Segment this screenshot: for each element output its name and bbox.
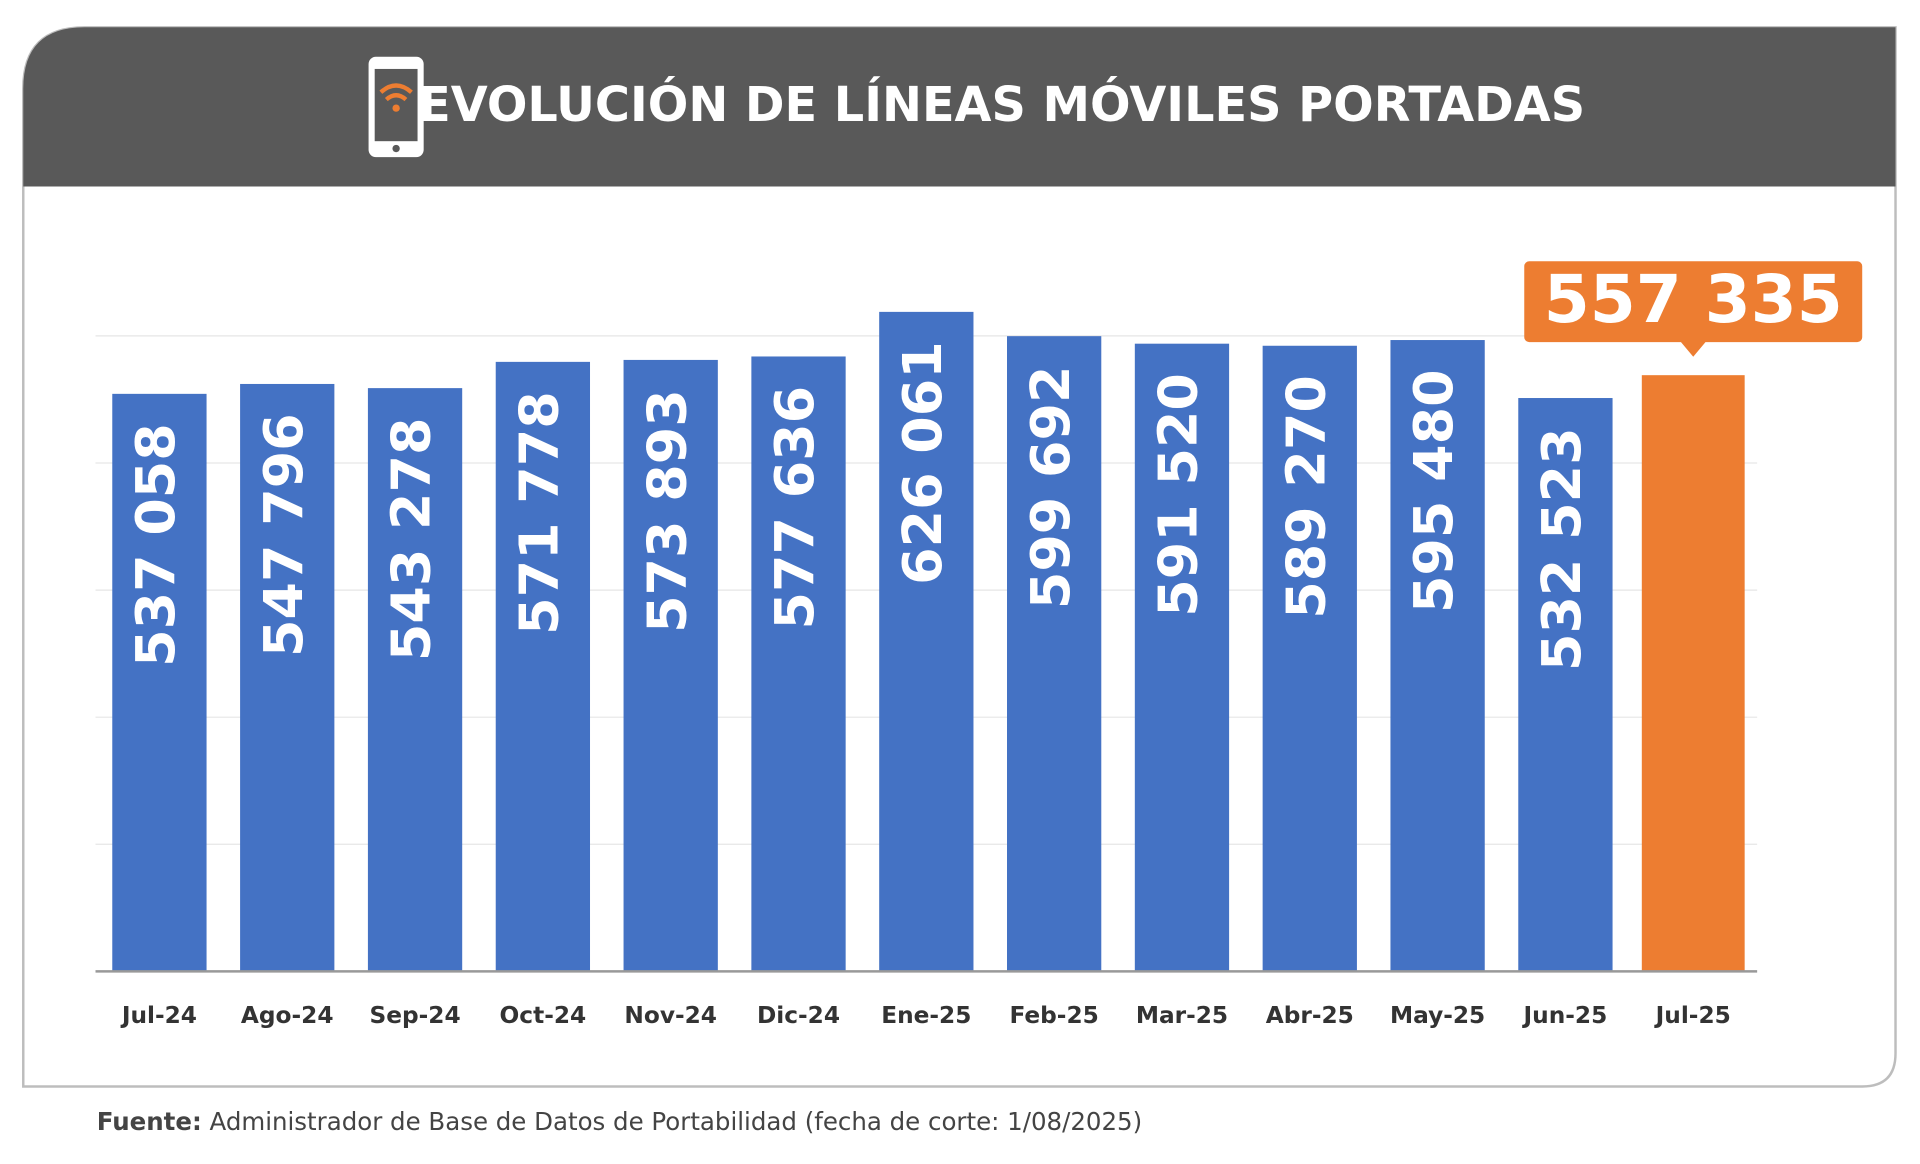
- x-tick-label: Ago-24: [241, 1002, 334, 1029]
- bar: [495, 361, 591, 972]
- bar: [240, 383, 335, 972]
- bar: [751, 356, 846, 972]
- bar: [112, 393, 207, 972]
- header: [23, 27, 1896, 187]
- x-tick-label: Nov-24: [624, 1002, 717, 1029]
- x-tick-label: Abr-25: [1266, 1002, 1354, 1029]
- x-tick-label: Jun-25: [1522, 1002, 1608, 1029]
- callout-box: [1524, 261, 1863, 357]
- bar: [367, 388, 463, 972]
- x-tick-label: Ene-25: [881, 1002, 971, 1029]
- value-label: 557 335: [1544, 261, 1843, 338]
- value-label: 537 058: [124, 423, 187, 667]
- bar: [1007, 336, 1102, 972]
- value-label: 589 270: [1274, 375, 1337, 619]
- x-tick-label: May-25: [1390, 1002, 1485, 1029]
- value-label: 591 520: [1147, 373, 1210, 617]
- x-tick-label: Mar-25: [1136, 1002, 1228, 1029]
- value-label: 626 061: [891, 341, 954, 585]
- bar: [1262, 345, 1357, 972]
- x-tick-label: Sep-24: [369, 1002, 460, 1029]
- value-label: 547 796: [252, 413, 315, 657]
- bar: [623, 359, 718, 972]
- value-label: 543 278: [380, 418, 443, 662]
- bar: [879, 311, 974, 972]
- value-label: 573 893: [635, 389, 698, 633]
- footnote-text: Administrador de Base de Datos de Portab…: [210, 1107, 1143, 1136]
- value-label: 599 692: [1019, 366, 1082, 610]
- plot: 537 058 Jul-24 547 796 Ago-24 543 278 Sep-24 5…: [95, 261, 1863, 1029]
- bar: [1134, 343, 1230, 972]
- bar: [1641, 375, 1745, 972]
- chart-title: EVOLUCIÓN DE LÍNEAS MÓVILES PORTADAS: [418, 76, 1585, 133]
- value-label: 571 778: [508, 391, 571, 635]
- callout: 557 335: [1524, 261, 1863, 357]
- phone-icon: [368, 56, 424, 158]
- value-label: 577 636: [763, 386, 826, 630]
- value-label: 595 480: [1402, 369, 1465, 613]
- footnote: Fuente: Administrador de Base de Datos d…: [97, 1107, 1142, 1136]
- x-tick-label: Dic-24: [757, 1002, 840, 1029]
- value-label: 532 523: [1530, 427, 1593, 671]
- bar: [1518, 398, 1613, 972]
- x-tick-label: Oct-24: [500, 1002, 587, 1029]
- x-tick-label: Feb-25: [1009, 1002, 1098, 1029]
- footnote-label: Fuente:: [97, 1107, 202, 1136]
- x-tick-label: Jul-24: [120, 1002, 197, 1029]
- x-tick-label: Jul-25: [1654, 1002, 1731, 1029]
- bar: [1390, 340, 1485, 972]
